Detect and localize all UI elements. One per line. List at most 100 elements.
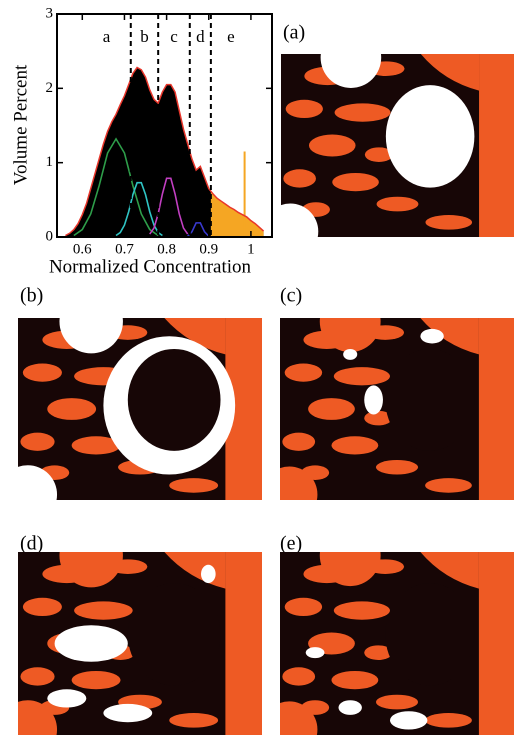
orange-blob [22, 597, 62, 617]
region-label: e [227, 27, 235, 46]
x-tick-label: 0.7 [115, 241, 134, 257]
orange-blob [425, 478, 472, 493]
region-label: a [103, 27, 111, 46]
orange-blob [20, 667, 55, 686]
x-tick-label: 0.6 [73, 241, 92, 257]
orange-blob [285, 99, 323, 119]
y-tick-label: 3 [46, 5, 54, 21]
orange-blob [20, 432, 55, 451]
orange-blob [74, 601, 133, 620]
pore [59, 318, 123, 354]
white-phase [54, 625, 128, 662]
y-tick-label: 0 [46, 228, 54, 244]
orange-region [478, 552, 514, 735]
orange-blob [284, 597, 323, 617]
fit-curve [149, 177, 189, 235]
panel-label: (a) [283, 22, 305, 44]
pore [280, 466, 318, 500]
orange-blob [375, 694, 419, 710]
white-phase [420, 328, 444, 344]
orange-region [420, 552, 479, 589]
y-tick-label: 2 [46, 80, 54, 96]
orange-blob [376, 196, 419, 212]
fit-curve [187, 222, 210, 237]
y-axis-label: Volume Percent [10, 64, 31, 185]
pore [319, 318, 381, 353]
orange-blob [284, 363, 323, 382]
orange-blob [22, 363, 62, 382]
panel-image [280, 318, 514, 500]
x-tick-label: 1 [247, 241, 255, 257]
pore [18, 465, 58, 500]
orange-region [478, 318, 514, 500]
region-label: c [170, 27, 178, 46]
panel-label: (c) [280, 285, 302, 307]
plot [65, 14, 265, 237]
pore [385, 583, 475, 686]
orange-blob [334, 103, 391, 122]
orange-region [164, 318, 226, 355]
orange-blob [283, 169, 316, 188]
area [65, 67, 264, 237]
orange-blob [282, 667, 316, 686]
pore [385, 348, 475, 451]
pore [320, 54, 382, 88]
pore [319, 552, 381, 587]
white-phase [364, 385, 383, 415]
orange-blob [364, 410, 393, 426]
fit-curve [73, 137, 159, 237]
pore [281, 203, 319, 237]
panel-label: (d) [20, 533, 43, 555]
panel-image [18, 552, 262, 735]
orange-blob [169, 478, 219, 493]
orange-blob [364, 147, 393, 162]
orange-blob [425, 215, 473, 230]
region-label: b [140, 27, 149, 46]
orange-blob [375, 459, 419, 475]
white-phase [389, 711, 428, 730]
panel-label: (b) [20, 285, 43, 307]
white-phase [338, 700, 362, 715]
orange-region [420, 318, 479, 355]
white-phase [343, 348, 358, 360]
orange-blob [47, 398, 97, 420]
white-phase [47, 689, 87, 708]
orange-blob [169, 713, 219, 728]
highlight-area [210, 191, 264, 237]
orange-blob [333, 367, 390, 386]
orange-blob [71, 670, 121, 690]
pore [127, 348, 221, 451]
orange-blob [71, 436, 121, 455]
orange-region [420, 54, 480, 91]
y-tick-label: 1 [46, 154, 54, 170]
orange-region [479, 54, 514, 237]
pore [280, 701, 318, 735]
orange-blob [331, 436, 379, 455]
orange-blob [332, 172, 379, 192]
plot-frame [56, 13, 273, 238]
orange-blob [333, 601, 390, 620]
pore [385, 85, 475, 188]
white-phase [201, 564, 216, 584]
pore [18, 700, 58, 735]
panel-image [18, 318, 262, 500]
pore [59, 552, 123, 588]
x-tick-label: 0.9 [199, 241, 218, 257]
x-axis-label: Normalized Concentration [49, 256, 252, 277]
white-phase [305, 647, 325, 659]
orange-region [225, 552, 262, 735]
area-edge [65, 66, 265, 237]
x-tick-label: 0.8 [157, 241, 176, 257]
pore [127, 583, 221, 686]
orange-blob [308, 398, 355, 420]
orange-blob [425, 713, 472, 728]
white-phase [103, 703, 153, 723]
region-label: d [196, 27, 205, 46]
orange-blob [364, 645, 393, 660]
orange-blob [308, 134, 356, 157]
panel-image [281, 54, 514, 237]
orange-blob [331, 670, 379, 690]
panel-label: (e) [280, 533, 302, 555]
panel-image [280, 552, 514, 735]
